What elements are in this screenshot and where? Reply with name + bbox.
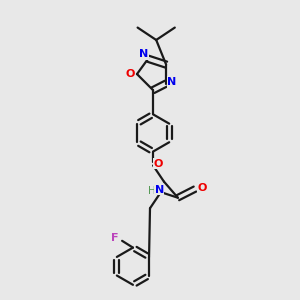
Text: N: N	[155, 185, 164, 195]
Text: F: F	[111, 233, 118, 243]
Text: O: O	[154, 159, 164, 169]
Text: H: H	[148, 186, 156, 196]
Text: O: O	[197, 182, 206, 193]
Text: O: O	[125, 69, 135, 79]
Text: N: N	[167, 77, 176, 87]
Text: N: N	[139, 49, 148, 59]
